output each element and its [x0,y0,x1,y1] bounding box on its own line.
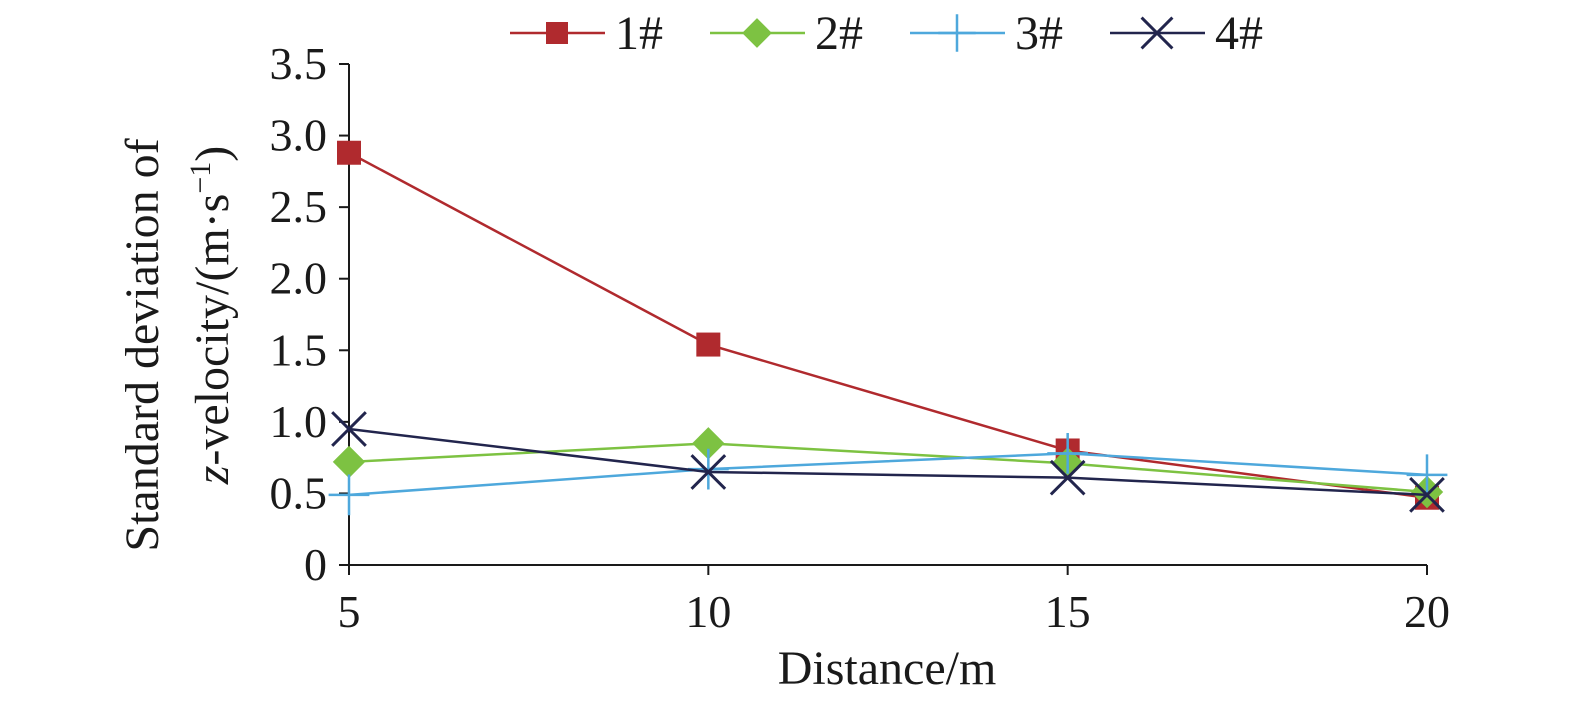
legend-label: 3# [1015,7,1063,60]
x-ticks: 5 10 15 20 [338,565,1450,637]
legend-item: 2# [710,7,863,60]
legend-label: 2# [815,7,863,60]
y-tick-label: 0.5 [270,467,328,518]
y-tick-label: 1.0 [270,396,328,447]
legend-marker [1140,16,1174,50]
data-point [1409,476,1445,513]
axes [348,64,1427,566]
data-point [1047,432,1089,474]
data-point [331,411,367,447]
series-3 [328,432,1448,516]
x-tick-label: 20 [1404,586,1450,637]
y-axis-title-line1: Standard deviation of [116,138,169,551]
data-point [328,474,370,516]
y-tick-label: 1.5 [270,324,328,375]
legend-marker [938,14,976,52]
legend-label: 4# [1215,7,1263,60]
data-point [337,140,361,165]
data-point [332,445,366,479]
x-tick-label: 5 [338,586,361,637]
legend-item: 4# [1110,7,1263,60]
legend-marker [546,22,568,44]
data-point [690,454,727,490]
data-point [1406,454,1448,496]
y-tick-label: 3.0 [270,110,328,161]
y-tick-label: 0 [304,539,327,590]
series-line [348,452,1428,497]
series-group [328,140,1448,516]
legend-marker [742,18,772,48]
legend: 1# 2# 3# 4# [510,7,1263,60]
series-line [348,442,1428,494]
y-axis-title: Standard deviation of z-velocity/(m·s−1) [116,138,239,551]
y-tick-label: 2.0 [270,253,328,304]
series-2 [332,427,1444,509]
y-tick-label: 3.5 [270,38,328,89]
x-axis-title: Distance/m [778,642,997,695]
series-line [348,427,1428,497]
data-point [692,427,725,460]
x-tick-label: 15 [1045,586,1091,637]
y-ticks: 0 0.5 1.0 1.5 2.0 2.5 3.0 3.5 [270,38,349,590]
y-tick-label: 2.5 [270,181,328,232]
series-line [348,151,1428,499]
legend-item: 3# [910,7,1063,60]
legend-label: 1# [615,7,663,60]
x-tick-label: 10 [685,586,731,637]
legend-item: 1# [510,7,663,60]
data-point [1049,459,1086,496]
data-point [696,332,721,357]
y-axis-title-line2: z-velocity/(m·s−1) [184,146,239,486]
series-4 [331,411,1445,513]
